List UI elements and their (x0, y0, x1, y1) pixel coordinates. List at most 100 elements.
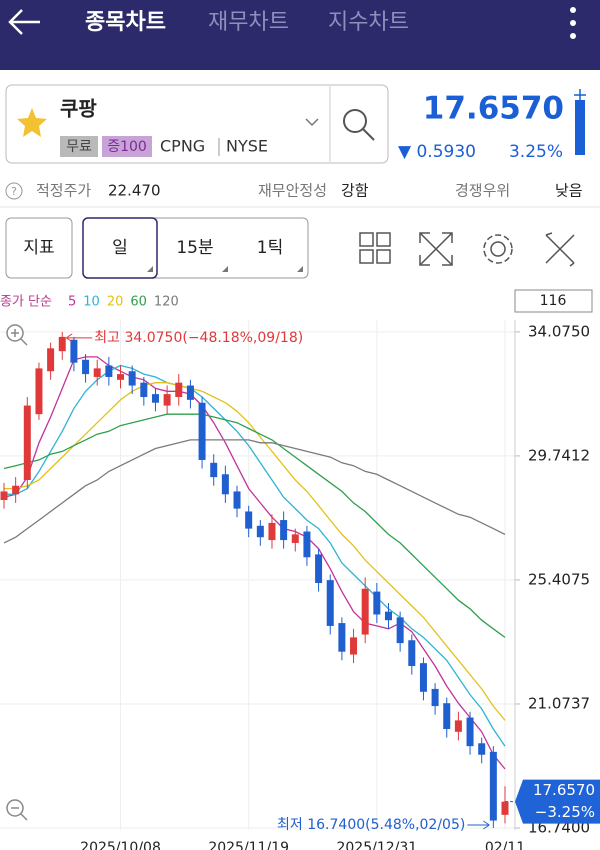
candle-body (501, 801, 509, 815)
x-tick-label: 2025/11/19 (208, 840, 289, 850)
candle-body (443, 703, 451, 729)
candle-body (58, 336, 66, 352)
low-annotation: 최저 16.7400(5.48%,02/05) (277, 817, 465, 833)
help-icon[interactable] (5, 182, 23, 200)
candle-body (105, 365, 113, 377)
high-annotation: 최고 34.0750(−48.18%,09/18) (94, 330, 303, 346)
indicator-button[interactable] (5, 217, 73, 279)
stock-box[interactable] (5, 84, 389, 164)
annotation-arrow (65, 333, 93, 343)
ma-line (3, 356, 506, 770)
candle-body (373, 591, 381, 615)
layout-button[interactable] (359, 232, 391, 264)
ma-line (4, 364, 506, 747)
candle-body (198, 402, 206, 460)
legend: 5 10 20 60 120 (68, 295, 179, 310)
price-bar-cap (574, 89, 586, 101)
corner-mark (222, 266, 228, 272)
top-bar (0, 0, 600, 70)
candle-body (82, 359, 90, 375)
tag-bg (102, 136, 152, 157)
y-tick-label: 29.7412 (528, 446, 590, 464)
dropdown-icon[interactable] (305, 118, 319, 127)
settings-button[interactable] (483, 234, 513, 264)
tag-bg (60, 136, 98, 157)
y-tick-label: 21.0737 (528, 694, 590, 712)
ma-line (3, 413, 506, 638)
candle-body (454, 720, 462, 732)
candle-body (268, 522, 276, 541)
tab[interactable]: 지수차트 (328, 10, 409, 35)
y-tick-label: 34.0750 (528, 322, 590, 340)
y-tick-label: 25.4075 (528, 570, 590, 588)
candle-body (384, 611, 392, 621)
exchange: NYSE (226, 137, 268, 156)
favorite-star[interactable] (17, 108, 47, 137)
candle-body (117, 374, 125, 380)
candle-body (291, 534, 299, 543)
corner-mark (297, 266, 303, 272)
ticker: CPNG (160, 137, 205, 156)
x-tick-label: 2025/10/08 (80, 840, 161, 850)
candle-body (303, 531, 311, 558)
info-label: 적정주가 (36, 182, 91, 200)
candle-body (210, 462, 218, 478)
ma-line (3, 439, 506, 544)
candle-body (280, 520, 288, 541)
candle-body (478, 743, 486, 755)
candle-body (350, 637, 358, 655)
candle-body (93, 368, 101, 377)
annotation-arrow (467, 820, 490, 830)
price-tag-label: 17.6570 (533, 781, 595, 799)
ma-line (4, 382, 506, 721)
button-label[interactable]: 15분 (176, 238, 213, 258)
button-label[interactable]: 1틱 (257, 238, 283, 258)
tab[interactable]: 재무차트 (208, 10, 289, 35)
button-label: 지표 (23, 238, 54, 258)
candle-body (326, 580, 334, 626)
tab[interactable]: 종목차트 (85, 10, 166, 35)
legend-entry: 20 (107, 295, 124, 310)
period-button[interactable] (82, 217, 158, 279)
back-button[interactable] (8, 9, 40, 35)
candle-body (315, 554, 323, 584)
count-box (514, 289, 593, 313)
tools-button[interactable] (545, 232, 575, 267)
price-bar (575, 100, 585, 155)
plot: 34.075029.741225.407521.073716.74002025/… (0, 320, 600, 850)
tag: 무료 (66, 139, 92, 155)
candle-body (338, 623, 346, 652)
count: 116 (540, 293, 567, 309)
candle-body (396, 617, 404, 644)
tag: 증100 (107, 139, 147, 155)
candle-body (489, 751, 497, 821)
price-change-pct: 3.25% (509, 142, 563, 162)
legend-title: 종가 단순 (0, 295, 52, 310)
zoom-out-button[interactable] (6, 799, 28, 821)
candle-body (23, 405, 31, 480)
button-label: 일 (112, 238, 128, 258)
menu-button[interactable] (570, 7, 576, 39)
price-change: ▼ 0.5930 (398, 142, 476, 162)
candle-body (35, 368, 43, 415)
info-value: 낮음 (555, 182, 583, 200)
x-tick-label: 02/11 (485, 840, 525, 850)
info-label: 재무안정성 (258, 182, 327, 200)
candle-body (140, 382, 148, 397)
candle-body (221, 474, 229, 495)
price-tag-change: −3.25% (535, 803, 595, 821)
candle-body (419, 663, 427, 692)
legend-entry: 5 (68, 295, 76, 310)
legend-entry: 60 (130, 295, 147, 310)
legend-entry: 10 (83, 295, 100, 310)
candle-body (466, 717, 474, 747)
zoom-in-button[interactable] (6, 324, 28, 346)
candle-body (431, 688, 439, 707)
candle-body (186, 385, 194, 400)
info-value: 22.470 (108, 182, 161, 200)
fullscreen-button[interactable] (419, 232, 453, 266)
search-button[interactable] (343, 109, 375, 141)
info-label: 경쟁우위 (455, 182, 510, 200)
candle-body (245, 511, 253, 529)
candle-body (151, 394, 159, 403)
